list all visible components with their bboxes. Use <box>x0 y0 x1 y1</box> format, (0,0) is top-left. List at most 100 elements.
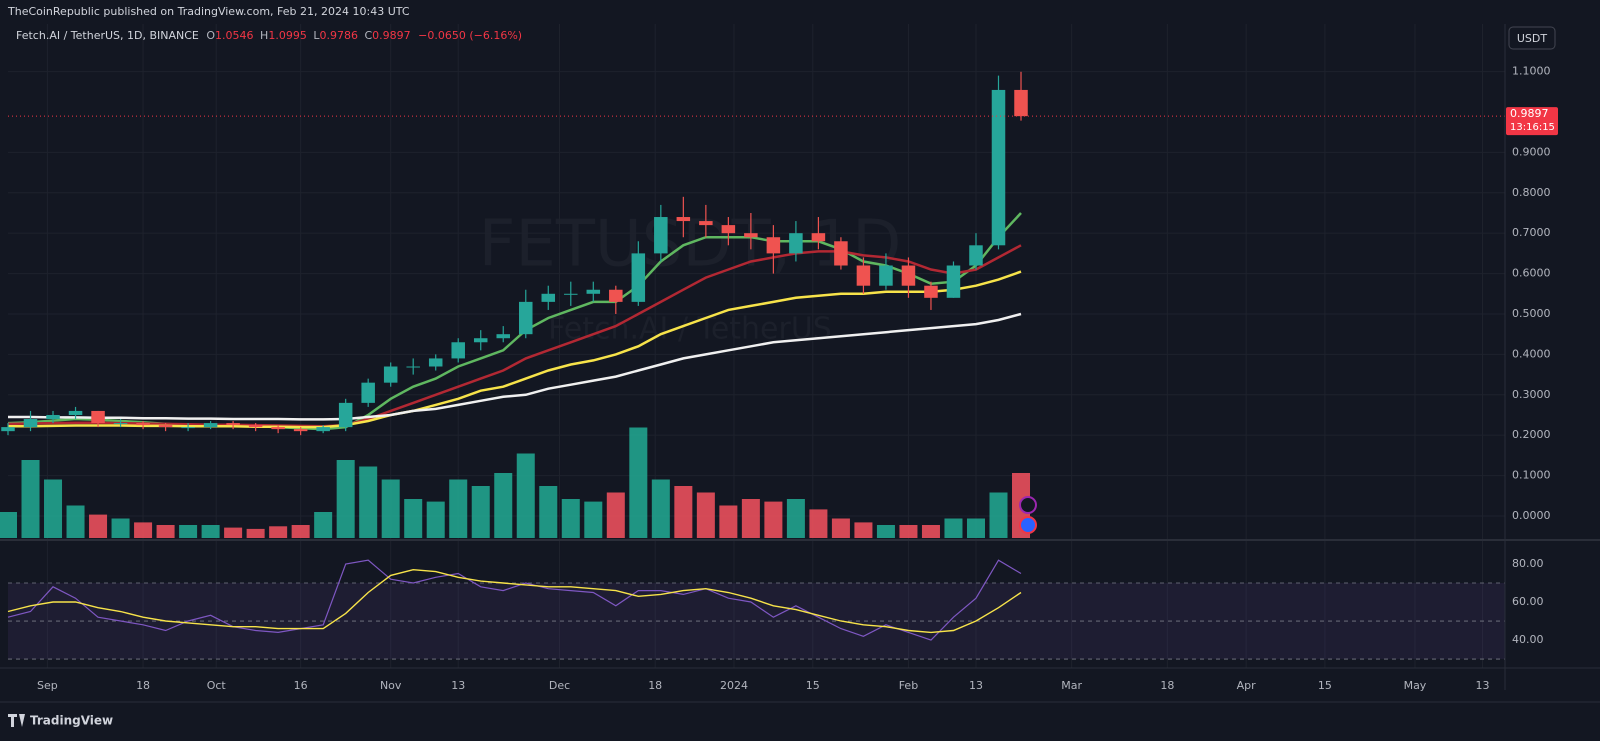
panes <box>0 24 1505 668</box>
rsi-tick-label: 40.00 <box>1512 633 1544 646</box>
volume-bar <box>471 486 490 538</box>
x-tick-label: 13 <box>1475 679 1489 692</box>
volume-bar <box>854 522 873 538</box>
volume-bar <box>134 522 153 538</box>
y-tick-label: 0.4000 <box>1512 347 1551 360</box>
volume-bar <box>449 479 468 538</box>
x-tick-label: Apr <box>1237 679 1257 692</box>
publisher: TheCoinRepublic published on TradingView… <box>7 5 410 18</box>
candle-body <box>316 427 330 432</box>
volume-bar <box>606 492 625 538</box>
ohlc-value: 0.9786 <box>319 29 358 42</box>
y-tick-label: 0.9000 <box>1512 145 1551 158</box>
ohlc-key: O <box>206 29 215 42</box>
volume-bar <box>696 492 715 538</box>
rsi-tick-label: 60.00 <box>1512 595 1544 608</box>
currency-button[interactable] <box>1508 26 1556 50</box>
candle-body <box>428 358 443 367</box>
x-tick-label: 18 <box>136 679 150 692</box>
ohlc-value: 1.0546 <box>215 29 254 42</box>
candle-body <box>654 217 668 254</box>
volume-bar <box>944 518 963 538</box>
candle-body <box>383 366 398 383</box>
volume-bar <box>314 512 333 538</box>
y-tick-label: 0.2000 <box>1512 428 1551 441</box>
volume-bar <box>584 501 603 538</box>
volume-bar <box>899 525 918 538</box>
candle-body <box>451 342 465 359</box>
candle-body <box>744 233 758 238</box>
moving-average <box>8 312 1022 421</box>
candle-body <box>721 225 736 234</box>
ohlc-value: 0.9897 <box>372 29 411 42</box>
x-tick-label: 15 <box>806 679 820 692</box>
candle-body <box>68 410 83 415</box>
candle-body <box>609 289 623 302</box>
ohlc-key: H <box>260 29 268 42</box>
volume-bar <box>291 525 310 538</box>
candle-body <box>766 237 781 254</box>
volume-bar <box>741 499 760 538</box>
volume-bar <box>876 525 895 538</box>
candle-body <box>879 265 893 286</box>
y-tick-label: 0.5000 <box>1512 307 1551 320</box>
candle-body <box>699 221 713 226</box>
candle-body <box>226 423 240 426</box>
x-tick-label: 2024 <box>720 679 748 692</box>
event-icon[interactable] <box>1019 496 1037 514</box>
rsi-tick-label: 80.00 <box>1512 557 1544 570</box>
candle-body <box>248 425 263 428</box>
volume-bar <box>561 499 580 538</box>
volume-bar <box>246 528 265 538</box>
candle-body <box>271 427 285 430</box>
logo <box>8 714 25 727</box>
ohlc-key: L <box>313 29 320 42</box>
volume-bar <box>44 479 63 538</box>
volume-bar <box>336 460 355 538</box>
candle-body <box>1 427 15 432</box>
candle-body <box>811 233 826 242</box>
candle-body <box>1014 89 1028 117</box>
volume-bar <box>179 525 198 538</box>
volume-bar <box>966 518 985 538</box>
candle-body <box>361 382 375 403</box>
candle-body <box>46 414 60 420</box>
moving-average <box>7 244 1022 428</box>
y-tick-label: 0.6000 <box>1512 267 1551 280</box>
x-tick-label: Dec <box>549 679 570 692</box>
volume-bar <box>989 492 1008 538</box>
volume-bar <box>224 527 243 538</box>
currency[interactable]: USDT <box>1517 32 1548 45</box>
volume-bar <box>494 473 513 538</box>
candle-body <box>924 285 938 298</box>
event-icon[interactable] <box>1019 516 1037 534</box>
x-tick-label: Sep <box>37 679 58 692</box>
y-tick-label: 0.7000 <box>1512 226 1551 239</box>
candle-body <box>406 366 420 368</box>
candle-body <box>676 217 691 222</box>
rsi-ma-line <box>7 568 1022 634</box>
candle-body <box>158 425 173 428</box>
candle-body <box>293 429 308 432</box>
volume-bar <box>21 460 40 538</box>
x-tick-label: 16 <box>294 679 308 692</box>
candle-body <box>631 253 646 302</box>
volume-bar <box>831 518 850 538</box>
y-tick-label: 1.1000 <box>1512 65 1551 78</box>
candle-body <box>519 301 533 335</box>
x-tick-label: 13 <box>451 679 465 692</box>
candle-body <box>23 419 38 428</box>
candle-body <box>586 289 601 294</box>
volume-bar <box>201 525 220 538</box>
x-tick-label: 18 <box>648 679 662 692</box>
volume-bar <box>516 453 535 538</box>
x-tick-label: Mar <box>1061 679 1082 692</box>
y-tick-label: 0.1000 <box>1512 469 1551 482</box>
candle-body <box>136 423 150 426</box>
ohlc-legend: Fetch.AI / TetherUS, 1D, BINANCE O1.0546… <box>16 29 522 42</box>
candle-body <box>564 293 578 295</box>
volume-bar <box>764 501 783 538</box>
symbol: Fetch.AI / TetherUS, 1D, BINANCE <box>16 29 199 42</box>
